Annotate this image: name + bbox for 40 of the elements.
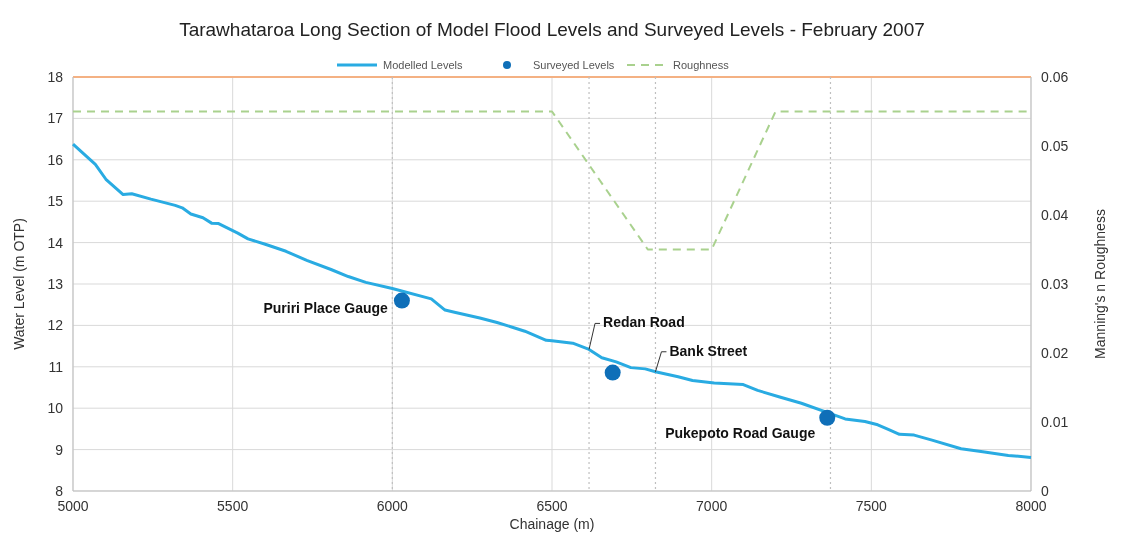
x-tick-label: 6000 [376, 498, 409, 514]
annotation: Puriri Place Gauge [263, 299, 389, 316]
x-tick-label: 6500 [536, 498, 568, 514]
legend-label: Surveyed Levels [533, 59, 615, 71]
y-tick-label: 8 [55, 483, 64, 499]
chart-title: Tarawhataroa Long Section of Model Flood Levels and Surveyed Levels - February 2007 [179, 19, 925, 40]
y2-tick-label: 0.06 [1041, 69, 1069, 85]
y-tick-label: 10 [47, 400, 64, 417]
y-tick-label: 14 [47, 234, 64, 251]
y-tick-label: 11 [48, 358, 64, 375]
y2-tick-label: 0.01 [1041, 414, 1069, 430]
x-axis-title: Chainage (m) [509, 516, 595, 532]
point [393, 292, 410, 309]
legend-label: Modelled Levels [383, 59, 463, 71]
x-tick-label: 7000 [696, 498, 728, 514]
x-tick-label: 5500 [217, 498, 249, 514]
x-tick-label: 5000 [57, 498, 89, 514]
y2-tick-label: 0 [1041, 483, 1049, 499]
y-tick-label: 18 [47, 69, 64, 85]
y2-tick-label: 0.04 [1041, 207, 1069, 223]
y-axis-title: Water Level (m OTP) [11, 218, 27, 350]
x-tick-label: 7500 [855, 498, 888, 514]
y-tick-label: 9 [55, 441, 64, 458]
y-tick-label: 13 [47, 276, 64, 292]
y2-axis-title: Manning's n Roughness [1092, 209, 1108, 359]
point [819, 409, 836, 426]
legend-label: Roughness [673, 59, 730, 71]
y-tick-label: 17 [47, 110, 64, 127]
x-tick-label: 8000 [1015, 498, 1047, 514]
annotation: Pukepoto Road Gauge [665, 424, 816, 441]
y2-tick-label: 0.03 [1041, 276, 1069, 292]
annotation: Redan Road [603, 314, 685, 331]
line-series [71, 142, 1033, 459]
y-tick-label: 16 [47, 151, 64, 168]
annotation: Bank Street [669, 342, 748, 359]
y2-tick-label: 0.02 [1041, 345, 1069, 361]
y-tick-label: 12 [47, 317, 64, 334]
point [604, 364, 621, 381]
y2-tick-label: 0.05 [1041, 138, 1069, 154]
y-tick-label: 15 [47, 193, 64, 210]
